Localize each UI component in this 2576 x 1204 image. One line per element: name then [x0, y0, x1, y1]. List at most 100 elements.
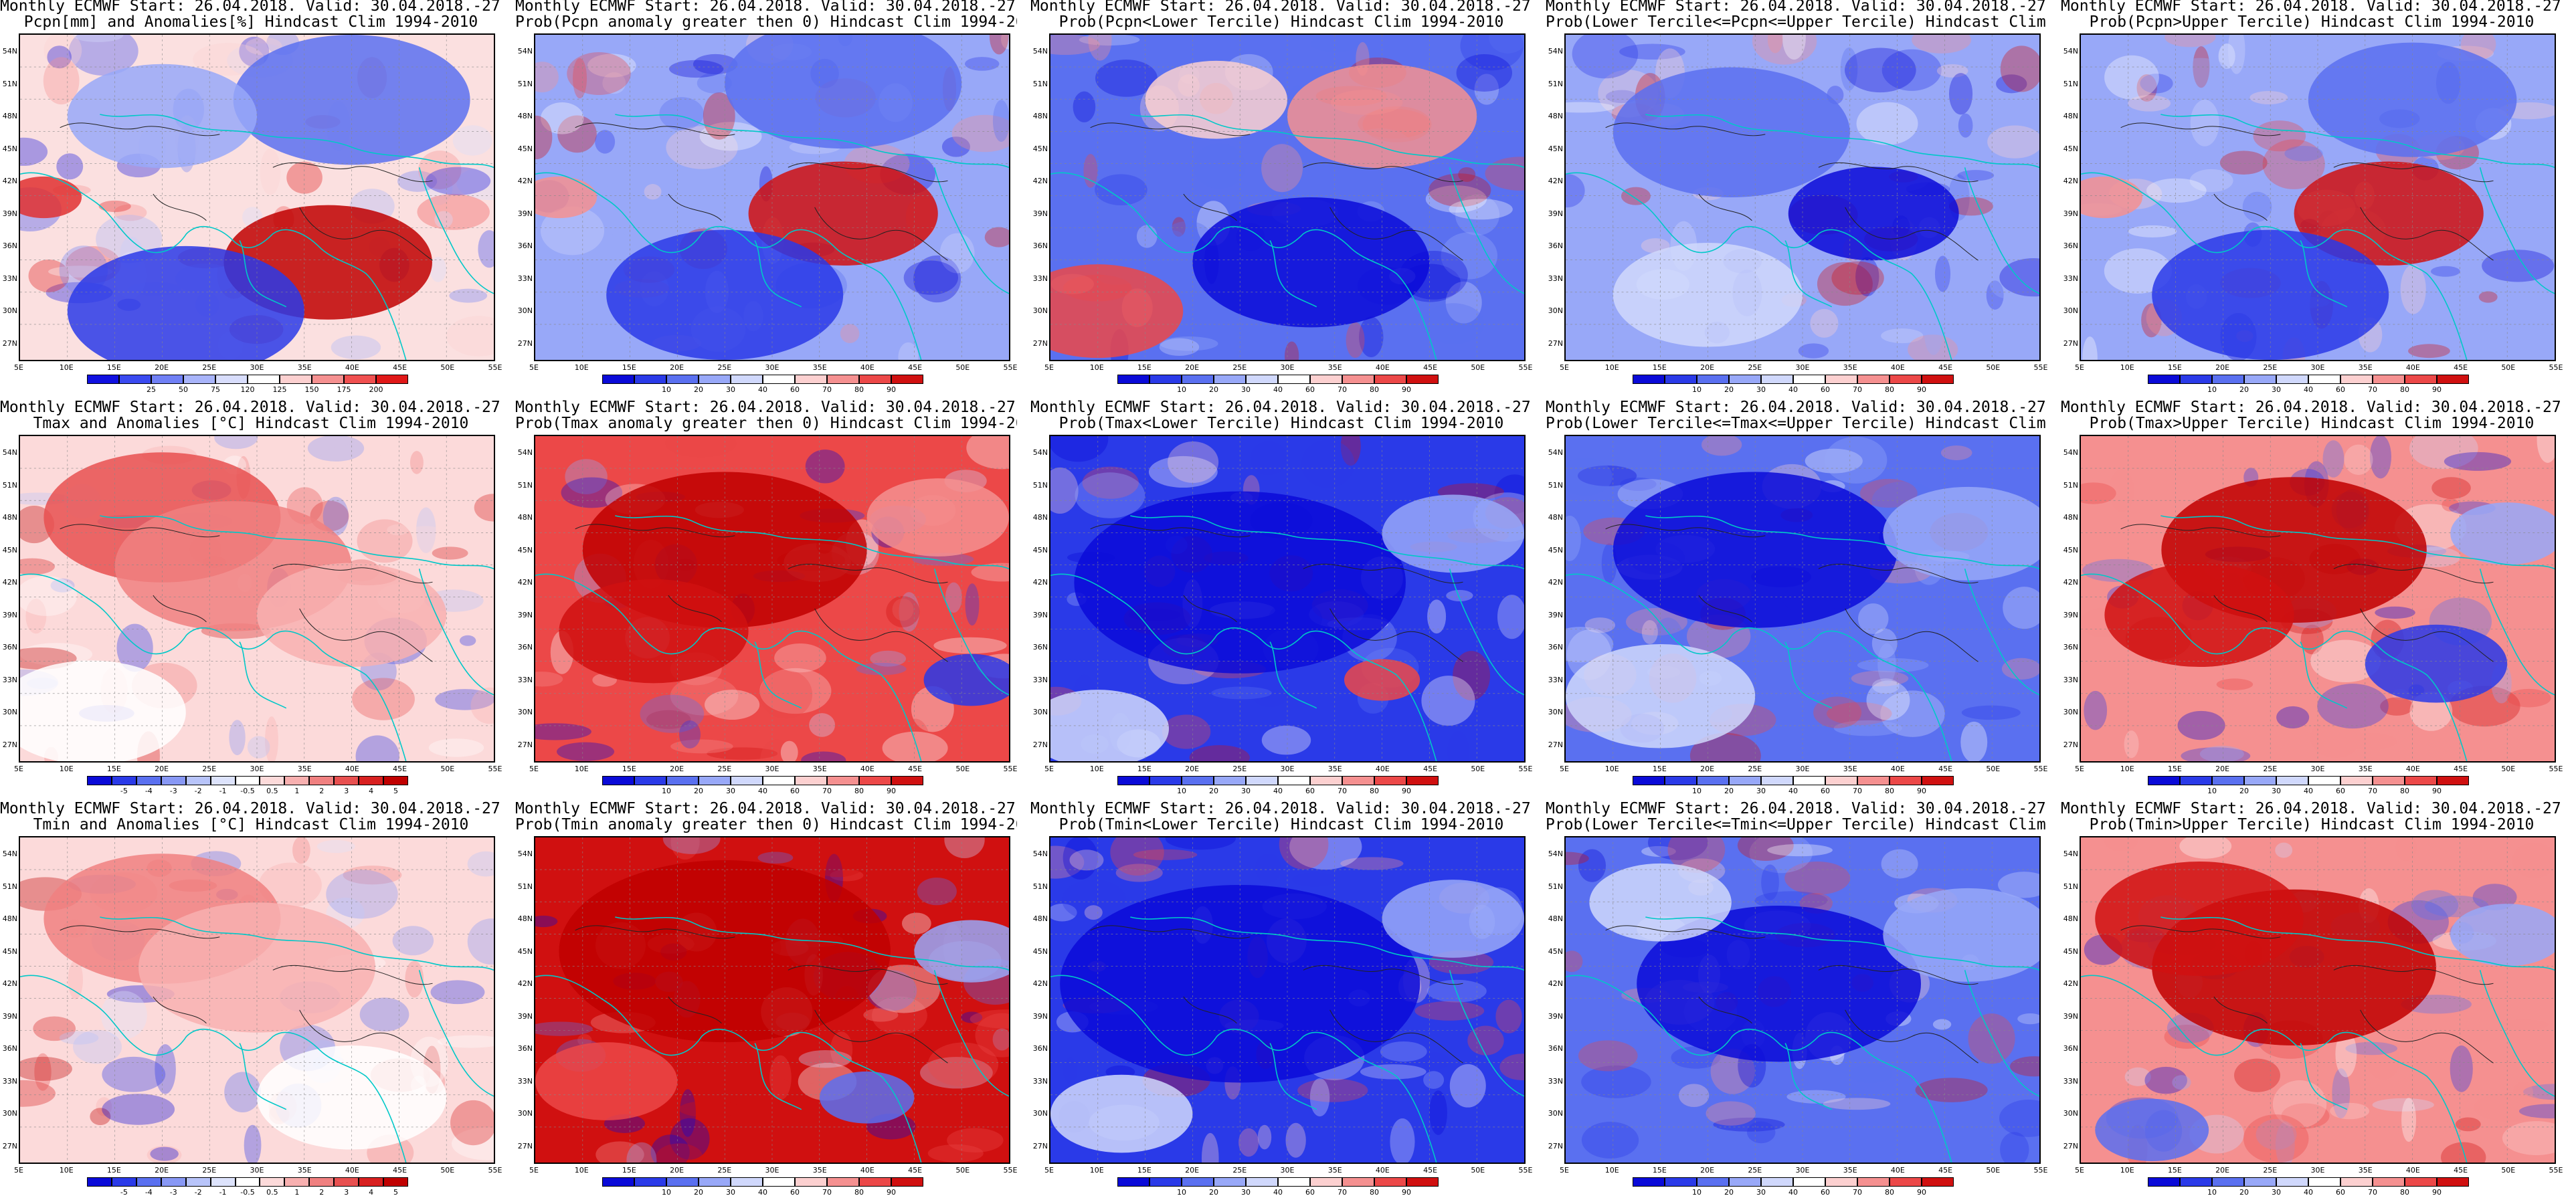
colorbar-cell	[210, 776, 236, 785]
lat-tick-label: 54N	[2063, 47, 2078, 56]
colorbar-tick-label: 60	[1305, 787, 1315, 795]
lat-tick-label: 30N	[1032, 306, 1048, 315]
lat-tick-label: 42N	[2, 979, 17, 988]
colorbar-cell	[280, 375, 312, 384]
lon-tick-label: 10E	[574, 363, 589, 372]
colorbar-cell	[1697, 1177, 1729, 1187]
lon-tick-label: 55E	[488, 765, 502, 773]
lat-tick-label: 39N	[1548, 1011, 1563, 1021]
map-field	[1049, 836, 1526, 1164]
lat-tick-label: 48N	[1032, 513, 1048, 522]
map-panel-tmin-prob-pos: Monthly ECMWF Start: 26.04.2018. Valid: …	[515, 800, 1017, 1204]
colorbar-cell	[891, 776, 923, 785]
lat-tick-label: 45N	[2, 545, 17, 555]
map-field	[2080, 836, 2556, 1164]
colorbar-tick-label: 30	[1241, 1188, 1251, 1197]
colorbar-cell	[827, 1177, 859, 1187]
lat-tick-label: 45N	[517, 545, 533, 555]
colorbar-tick-label: 90	[887, 1188, 896, 1197]
colorbar-tick-label: 70	[1853, 1188, 1862, 1197]
lon-tick-label: 20E	[670, 1166, 684, 1175]
colorbar-tick-label: 70	[822, 385, 832, 394]
colorbar-cell	[383, 776, 408, 785]
lat-tick-label: 36N	[517, 1044, 533, 1053]
lat-tick-label: 42N	[2, 177, 17, 185]
colorbar-cell	[1697, 776, 1729, 785]
colorbar-cell	[87, 1177, 112, 1187]
lon-tick-label: 10E	[59, 1166, 74, 1175]
colorbar-cell	[2437, 776, 2469, 785]
colorbar-tick-label: 25	[147, 385, 156, 394]
colorbar-tick-label: 60	[2336, 1188, 2345, 1197]
colorbar: 10 20 30 40 60 70 80 90	[2148, 1177, 2469, 1197]
colorbar-cell	[731, 776, 763, 785]
lat-tick-label: 54N	[517, 47, 533, 56]
lon-tick-label: 50E	[1471, 1166, 1485, 1175]
colorbar-tick-label: -1	[219, 787, 227, 795]
lon-tick-label: 20E	[670, 363, 684, 372]
lat-tick-label: 33N	[2063, 1076, 2078, 1086]
colorbar-cell	[1890, 776, 1922, 785]
lat-tick-label: 39N	[517, 610, 533, 619]
colorbar-tick-label: 60	[790, 1188, 800, 1197]
lon-tick-label: 35E	[812, 765, 827, 773]
colorbar-cell	[248, 375, 280, 384]
lat-tick-label: 51N	[2063, 79, 2078, 88]
lat-tick-label: 33N	[1032, 675, 1048, 684]
lat-tick-label: 42N	[1548, 979, 1563, 988]
colorbar-cell	[1214, 1177, 1246, 1187]
lat-tick-label: 45N	[1548, 545, 1563, 555]
lat-tick-label: 36N	[2063, 241, 2078, 250]
lon-tick-label: 40E	[345, 765, 359, 773]
colorbar-tick-label: 30	[1241, 385, 1251, 394]
lon-tick-label: 25E	[2263, 765, 2278, 773]
lon-tick-label: 40E	[1890, 1166, 1905, 1175]
colorbar-cell	[1182, 375, 1214, 384]
colorbar-cell	[2244, 375, 2276, 384]
lat-tick-label: 30N	[2063, 1109, 2078, 1118]
lat-tick-label: 39N	[2063, 209, 2078, 218]
lat-tick-label: 39N	[1548, 610, 1563, 619]
colorbar-cell	[859, 375, 891, 384]
lat-tick-label: 42N	[1548, 578, 1563, 587]
colorbar-tick-label: 40	[1273, 385, 1283, 394]
lat-tick-label: 39N	[1032, 1011, 1048, 1021]
lat-tick-label: 30N	[2, 1109, 17, 1118]
lon-tick-label: 30E	[1795, 363, 1810, 372]
map-panel-pcpn-total: Monthly ECMWF Start: 26.04.2018. Valid: …	[0, 0, 502, 401]
colorbar-cell	[1729, 375, 1761, 384]
colorbar-cell	[1857, 1177, 1890, 1187]
lon-tick-label: 15E	[106, 765, 121, 773]
colorbar-tick-label: 80	[1370, 1188, 1379, 1197]
lat-tick-label: 45N	[2063, 545, 2078, 555]
colorbar-tick-label: 60	[1821, 1188, 1830, 1197]
colorbar-tick-label: -2	[194, 1188, 202, 1197]
lat-tick-label: 33N	[2, 274, 17, 283]
lat-tick-label: 33N	[517, 675, 533, 684]
lat-tick-label: 51N	[2, 882, 17, 891]
map-panel-tmax-anom: Monthly ECMWF Start: 26.04.2018. Valid: …	[0, 399, 502, 803]
lat-tick-label: 30N	[2063, 306, 2078, 315]
lon-tick-label: 10E	[59, 363, 74, 372]
lon-tick-label: 5E	[2075, 765, 2084, 773]
colorbar-tick-label: -5	[120, 787, 128, 795]
colorbar-cell	[111, 776, 136, 785]
colorbar-cell	[2180, 1177, 2212, 1187]
lon-tick-label: 30E	[2310, 363, 2325, 372]
colorbar-cell	[699, 375, 731, 384]
colorbar-cell	[1922, 1177, 1954, 1187]
lat-tick-label: 48N	[1548, 112, 1563, 120]
colorbar-cell	[119, 375, 151, 384]
lat-tick-label: 45N	[2, 946, 17, 956]
colorbar-cell	[161, 1177, 186, 1187]
colorbar: 10 20 30 40 60 70 80 90	[602, 375, 923, 394]
lon-tick-label: 45E	[393, 765, 407, 773]
lat-tick-label: 27N	[2, 740, 17, 749]
lon-tick-label: 15E	[106, 363, 121, 372]
map-panel-tmax-prob-pos: Monthly ECMWF Start: 26.04.2018. Valid: …	[515, 399, 1017, 803]
colorbar: 10 20 30 40 60 70 80 90	[2148, 375, 2469, 394]
colorbar-tick-label: 2	[319, 1188, 325, 1197]
lon-tick-label: 50E	[2501, 363, 2516, 372]
colorbar-tick-label: 10	[662, 385, 671, 394]
panel-subtitle: Prob(Lower Tercile<=Tmin<=Upper Tercile)…	[1546, 816, 2047, 833]
